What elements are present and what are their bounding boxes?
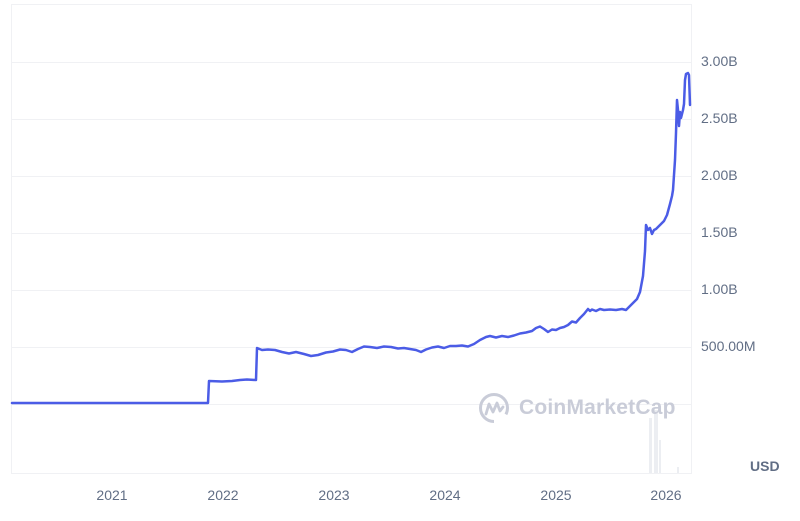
y-axis-label: 2.00B	[701, 167, 738, 183]
x-axis-label: 2026	[650, 487, 682, 503]
x-axis-label: 2023	[318, 487, 350, 503]
y-axis-label: 500.00M	[701, 338, 756, 354]
chart-frame	[11, 4, 692, 474]
coinmarketcap-logo-icon	[479, 393, 509, 423]
market-cap-line[interactable]	[10, 71, 692, 405]
x-axis-label: 2021	[96, 487, 128, 503]
x-axis-label: 2025	[540, 487, 572, 503]
coinmarketcap-watermark: CoinMarketCap	[478, 392, 676, 424]
y-axis-label: 3.00B	[701, 53, 738, 69]
gridlines	[12, 62, 692, 405]
currency-label: USD	[750, 458, 780, 474]
y-axis-label: 1.00B	[701, 281, 738, 297]
x-axis-label: 2024	[429, 487, 461, 503]
watermark-text: CoinMarketCap	[519, 396, 676, 419]
y-axis-label: 1.50B	[701, 224, 738, 240]
x-axis-label: 2022	[207, 487, 239, 503]
y-axis-label: 2.50B	[701, 110, 738, 126]
volume-bars	[649, 410, 679, 473]
